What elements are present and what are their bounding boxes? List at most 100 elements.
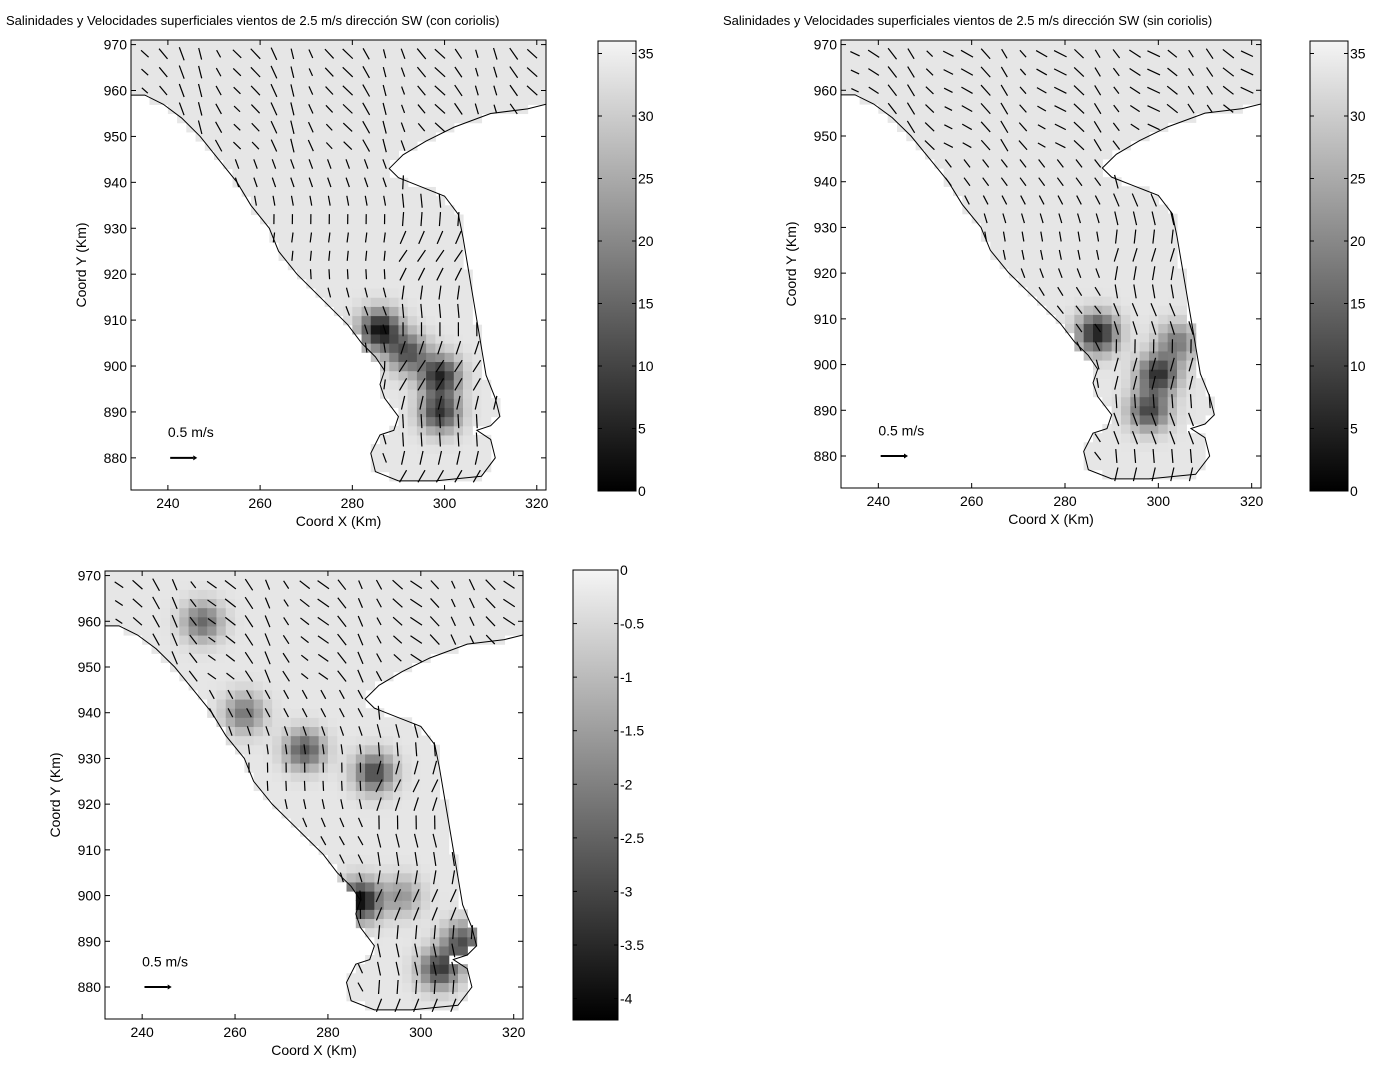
heatmap-cell	[971, 67, 982, 78]
heatmap-cell	[925, 131, 935, 142]
heatmap-cell	[352, 306, 363, 317]
velocity-arrow	[246, 689, 252, 700]
heatmap-cell	[509, 58, 519, 69]
heatmap-cell	[355, 918, 366, 929]
velocity-arrow	[1151, 247, 1157, 262]
velocity-arrow	[337, 633, 347, 646]
heatmap-cell	[990, 85, 1001, 96]
velocity-arrow	[526, 48, 538, 59]
heatmap-cell	[151, 607, 162, 618]
heatmap-cell	[290, 753, 301, 764]
y-tick-label: 920	[814, 265, 838, 281]
heatmap-cell	[463, 416, 473, 427]
heatmap-cell	[300, 699, 310, 709]
heatmap-cell	[260, 177, 270, 188]
heatmap-cell	[361, 260, 372, 271]
heatmap-cell	[241, 168, 252, 179]
heatmap-cell	[915, 104, 926, 114]
heatmap-cell	[380, 352, 390, 363]
heatmap-cell	[216, 616, 227, 627]
heatmap-cell	[402, 836, 413, 846]
heatmap-cell	[407, 214, 418, 225]
heatmap-cell	[463, 95, 473, 105]
heatmap-cell	[420, 891, 431, 901]
heatmap-cell	[426, 306, 436, 317]
heatmap-cell	[1009, 213, 1019, 224]
heatmap-cell	[346, 653, 357, 664]
heatmap-cell	[444, 242, 455, 252]
velocity-arrow	[435, 359, 445, 373]
heatmap-cell	[223, 40, 234, 50]
velocity-arrow	[1114, 284, 1119, 299]
heatmap-cell	[1139, 94, 1150, 105]
heatmap-cell	[953, 67, 963, 78]
heatmap-cell	[850, 40, 861, 50]
heatmap-cell	[333, 67, 344, 78]
heatmap-cell	[426, 251, 436, 262]
colorbar-tick-label: -1	[620, 669, 633, 685]
heatmap-cell	[327, 653, 338, 664]
heatmap-cell	[962, 168, 973, 178]
heatmap-cell	[981, 94, 991, 105]
heatmap-cell	[1074, 296, 1085, 306]
colorbar-tick-label: 20	[638, 233, 654, 249]
heatmap-cell	[990, 177, 1001, 187]
heatmap-cell	[953, 76, 963, 87]
velocity-arrow	[244, 578, 254, 591]
heatmap-cell	[306, 131, 317, 142]
heatmap-cell	[1121, 67, 1131, 78]
heatmap-cell	[402, 772, 413, 782]
heatmap-cell	[495, 580, 506, 590]
heatmap-cell	[235, 625, 245, 636]
velocity-arrow	[1187, 103, 1195, 114]
heatmap-cell	[290, 781, 301, 792]
heatmap-cell	[269, 150, 280, 160]
heatmap-cell	[365, 580, 375, 590]
heatmap-cell	[971, 76, 982, 87]
heatmap-cell	[444, 40, 455, 50]
chart-panel-difference: 240 260 280 300 320 880 890 900 910 920 930 940 950 9…	[0, 545, 690, 1066]
heatmap-cell	[241, 104, 252, 115]
colorbar-tick-label: 5	[638, 421, 646, 437]
heatmap-cell	[504, 607, 515, 618]
velocity-arrow	[215, 67, 222, 77]
heatmap-cell	[142, 580, 153, 590]
heatmap-cell	[1149, 222, 1159, 233]
heatmap-cell	[407, 407, 418, 418]
heatmap-cell	[214, 95, 224, 105]
heatmap-cell	[457, 635, 468, 645]
heatmap-cell	[1186, 387, 1197, 398]
heatmap-cell	[1139, 122, 1150, 133]
heatmap-cell	[495, 625, 506, 636]
heatmap-cell	[370, 242, 381, 252]
heatmap-cell	[416, 40, 427, 50]
heatmap-cell	[361, 315, 372, 326]
heatmap-cell	[315, 104, 326, 115]
heatmap-cell	[235, 680, 245, 691]
heatmap-cell	[430, 753, 440, 764]
chart-svg: 240 260 280 300 3208808909009109209309409509…	[783, 37, 1366, 527]
heatmap-cell	[392, 845, 403, 856]
velocity-arrow	[377, 979, 381, 995]
velocity-arrow	[399, 267, 407, 281]
heatmap-cell	[426, 444, 436, 454]
heatmap-cell	[352, 40, 363, 50]
heatmap-cell	[457, 580, 468, 590]
heatmap-cell	[1121, 232, 1131, 242]
heatmap-cell	[463, 40, 473, 50]
heatmap-cell	[1065, 250, 1075, 261]
velocity-arrow	[398, 359, 408, 373]
heatmap-cell	[402, 580, 413, 590]
heatmap-cell	[380, 76, 390, 87]
velocity-arrow	[420, 303, 423, 318]
heatmap-cell	[1139, 49, 1150, 59]
heatmap-cell	[290, 772, 301, 782]
heatmap-cell	[499, 76, 510, 87]
heatmap-cell	[105, 589, 115, 600]
heatmap-cell	[398, 223, 409, 234]
velocity-arrow	[320, 836, 327, 846]
velocity-arrow	[438, 212, 442, 227]
heatmap-cell	[355, 772, 366, 782]
velocity-arrow	[1113, 174, 1119, 189]
heatmap-cell	[1083, 259, 1094, 270]
